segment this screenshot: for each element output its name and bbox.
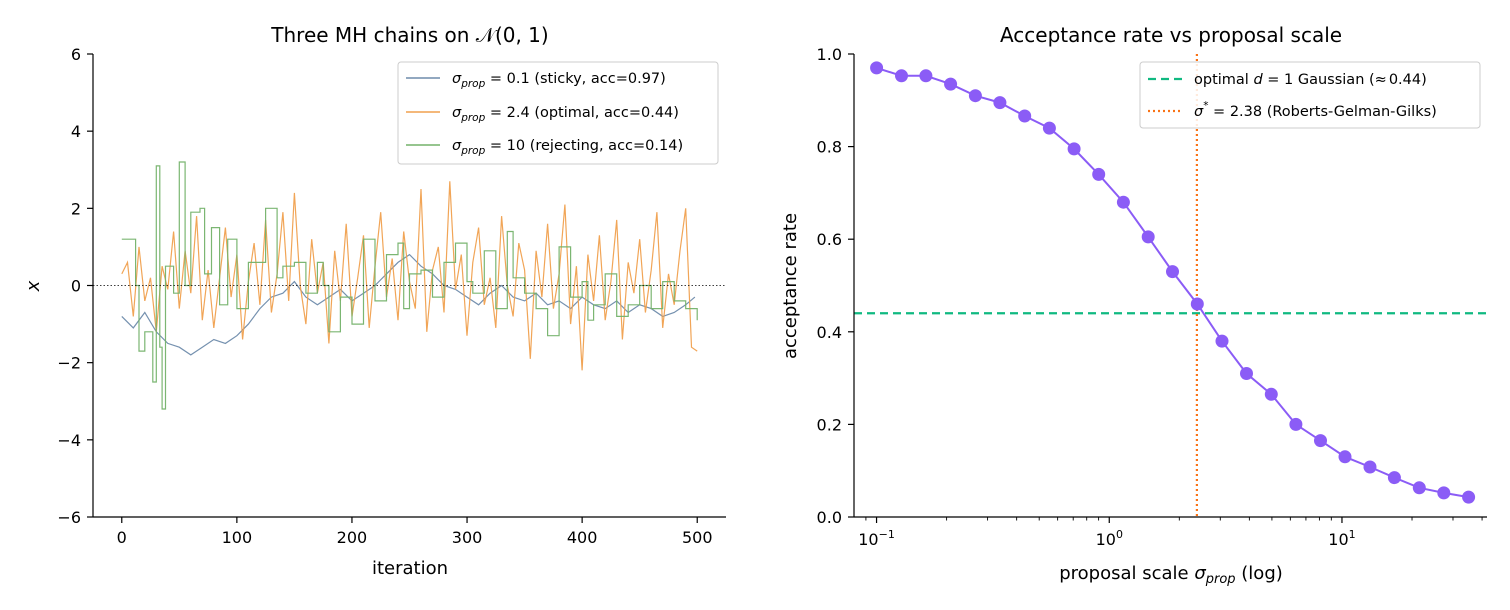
acceptance-point [870,61,884,75]
y-tick-label: 0.8 [817,138,842,157]
acceptance-point [919,69,933,83]
acceptance-point [993,96,1007,110]
acceptance-point [1116,195,1130,209]
acceptance-xlabel: proposal scale σprop (log) [1059,563,1283,587]
acceptance-point [1092,167,1106,181]
chains-panel: Three MH chains on 𝒩(0, 1) 0 100 200 300 400… [23,23,726,579]
legend-label-optimal-scale: σ* = 2.38 (Roberts-Gelman-Gilks) [1194,100,1437,120]
acceptance-panel: Acceptance rate vs proposal scale 10−1 10… [780,23,1487,587]
acceptance-legend: optimal d = 1 Gaussian (≈ 0.44) σ* = 2.38… [1139,61,1481,129]
y-tick-label: −2 [57,354,81,373]
legend-label-optimal: σprop = 2.4 (optimal, acc=0.44) [452,105,679,124]
x-tick-label: 101 [1328,528,1355,549]
acceptance-point [1240,367,1253,380]
chains-xlabel: iteration [372,558,448,579]
acceptance-curve [876,66,1469,499]
legend-label-rejecting: σprop = 10 (rejecting, acc=0.14) [452,138,683,157]
y-tick-label: 0.4 [817,323,842,342]
acceptance-point [1190,297,1204,311]
chains-title: Three MH chains on 𝒩(0, 1) [270,23,548,47]
y-tick-label: −6 [57,508,81,527]
acceptance-legend-box [1139,61,1481,129]
chain-line-sticky [121,253,696,356]
acceptance-point [1264,387,1278,401]
acceptance-point [1141,230,1155,244]
x-tick-label: 100 [1096,528,1123,549]
y-tick-label: 4 [71,122,81,141]
acceptance-point [1166,265,1179,279]
x-tick-label: 0 [117,528,127,547]
y-tick-label: 2 [71,199,81,218]
acceptance-ticks: 10−1 100 101 0.0 0.2 0.4 0.6 0.8 1.0 [817,45,1483,549]
acceptance-ylabel: acceptance rate [780,213,801,359]
acceptance-point [1314,434,1327,448]
acceptance-point [1042,121,1056,135]
acceptance-point [895,69,908,83]
chains-legend: σprop = 0.1 (sticky, acc=0.97) σprop = 2… [397,61,719,165]
y-tick-label: 6 [71,45,81,64]
y-tick-label: 1.0 [817,45,842,64]
chains-legend-box [397,61,719,165]
acceptance-point [944,77,958,91]
legend-label-sticky: σprop = 0.1 (sticky, acc=0.97) [452,71,666,90]
x-tick-label: 300 [452,528,483,547]
legend-label-optimal-acceptance: optimal d = 1 Gaussian (≈ 0.44) [1194,72,1427,88]
acceptance-series-group [870,61,1476,504]
y-tick-label: −4 [57,431,81,450]
acceptance-point [1018,109,1032,123]
chains-series-group [121,161,698,410]
x-tick-label: 200 [337,528,368,547]
acceptance-point [1462,490,1476,504]
chain-line-rejecting [121,161,698,410]
y-tick-label: 0.0 [817,508,842,527]
acceptance-point [1067,142,1081,156]
y-tick-label: 0.6 [817,230,842,249]
x-tick-label: 100 [222,528,253,547]
acceptance-point [968,89,982,103]
acceptance-point [1215,334,1229,348]
acceptance-point [1437,486,1451,500]
acceptance-point [1412,481,1426,495]
acceptance-point [1363,460,1377,474]
x-tick-label: 400 [567,528,598,547]
y-tick-label: 0.2 [817,415,842,434]
x-tick-label: 500 [682,528,713,547]
x-tick-label: 10−1 [858,528,895,549]
y-tick-label: 0 [71,277,81,296]
chains-ylabel: x [23,280,44,292]
chains-ticks: 0 100 200 300 400 500 −6 −4 −2 0 2 4 6 [57,45,712,547]
acceptance-point [1387,471,1401,485]
acceptance-point [1289,417,1303,431]
acceptance-title: Acceptance rate vs proposal scale [1000,23,1342,47]
acceptance-point [1338,450,1352,464]
